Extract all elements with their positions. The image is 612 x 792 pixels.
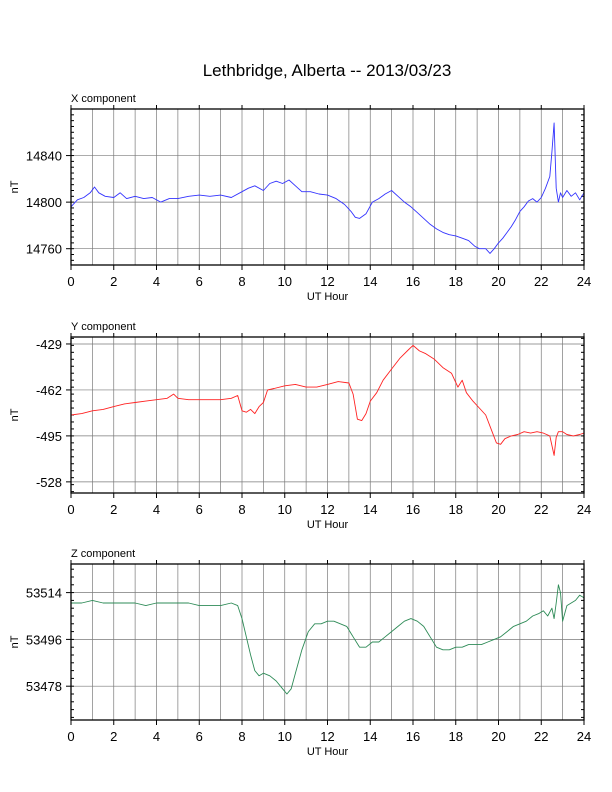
z-panel-x-tick-label: 8	[238, 729, 245, 744]
x-panel-y-axis-label: nT	[9, 180, 21, 193]
y-panel-x-tick-label: 12	[320, 502, 334, 517]
x-panel-x-tick-label: 18	[449, 274, 463, 289]
x-panel-x-tick-label: 20	[491, 274, 505, 289]
x-panel-frame	[70, 108, 585, 266]
y-panel-x-tick-label: 8	[238, 502, 245, 517]
x-panel-x-tick-label: 12	[320, 274, 334, 289]
chart-title: Lethbridge, Alberta -- 2013/03/23	[203, 61, 452, 80]
x-panel-y-tick-label: 14800	[26, 195, 62, 210]
y-panel-x-tick-label: 20	[491, 502, 505, 517]
z-panel-y-tick-label: 53478	[26, 679, 62, 694]
x-panel-x-tick-label: 6	[196, 274, 203, 289]
x-panel-y-tick-label: 14760	[26, 242, 62, 257]
x-panel-label: X component	[71, 93, 136, 105]
y-panel-frame	[70, 336, 585, 494]
x-panel-x-tick-label: 4	[153, 274, 160, 289]
y-panel-x-tick-label: 16	[406, 502, 420, 517]
y-panel-x-tick-label: 10	[278, 502, 292, 517]
x-panel-x-tick-label: 24	[577, 274, 591, 289]
y-panel-x-tick-label: 22	[534, 502, 548, 517]
x-panel-x-tick-label: 14	[363, 274, 377, 289]
z-panel-x-tick-label: 0	[67, 729, 74, 744]
z-panel-label: Z component	[71, 548, 135, 560]
z-panel-x-tick-label: 10	[278, 729, 292, 744]
z-panel-y-tick-label: 53496	[26, 632, 62, 647]
y-panel-y-tick-label: -429	[36, 337, 62, 352]
z-panel-series-line	[71, 584, 585, 695]
y-panel-y-axis-label: nT	[9, 408, 21, 421]
z-panel-x-tick-label: 24	[577, 729, 591, 744]
x-panel-x-tick-label: 16	[406, 274, 420, 289]
z-panel-x-tick-label: 16	[406, 729, 420, 744]
z-panel-x-tick-label: 20	[491, 729, 505, 744]
z-panel-x-tick-label: 14	[363, 729, 377, 744]
z-panel-x-tick-label: 2	[110, 729, 117, 744]
z-panel-x-tick-label: 4	[153, 729, 160, 744]
x-panel-x-tick-label: 0	[67, 274, 74, 289]
y-panel-y-tick-label: -528	[36, 475, 62, 490]
z-panel-x-tick-label: 12	[320, 729, 334, 744]
y-panel-x-tick-label: 4	[153, 502, 160, 517]
x-panel-x-tick-label: 8	[238, 274, 245, 289]
y-panel-x-tick-label: 24	[577, 502, 591, 517]
x-panel-x-tick-label: 22	[534, 274, 548, 289]
z-panel-x-axis-label: UT Hour	[307, 746, 349, 758]
x-panel-x-tick-label: 2	[110, 274, 117, 289]
y-panel-x-tick-label: 6	[196, 502, 203, 517]
x-panel-series-line	[70, 122, 585, 254]
y-panel-x-tick-label: 0	[67, 502, 74, 517]
x-panel-x-tick-label: 10	[278, 274, 292, 289]
y-panel-label: Y component	[71, 321, 136, 333]
y-panel-x-tick-label: 18	[449, 502, 463, 517]
y-panel-x-axis-label: UT Hour	[307, 519, 349, 531]
z-panel-y-axis-label: nT	[9, 635, 21, 648]
x-panel-y-tick-label: 14840	[26, 149, 62, 164]
z-panel-y-tick-label: 53514	[26, 586, 62, 601]
y-panel-series-line	[70, 344, 585, 456]
y-panel-x-tick-label: 2	[110, 502, 117, 517]
z-panel-x-tick-label: 18	[449, 729, 463, 744]
z-panel-x-tick-label: 6	[196, 729, 203, 744]
x-panel-x-axis-label: UT Hour	[307, 291, 349, 303]
y-panel-y-tick-label: -462	[36, 383, 62, 398]
y-panel-x-tick-label: 14	[363, 502, 377, 517]
z-panel-frame	[70, 563, 585, 721]
z-panel-x-tick-label: 22	[534, 729, 548, 744]
y-panel-y-tick-label: -495	[36, 429, 62, 444]
